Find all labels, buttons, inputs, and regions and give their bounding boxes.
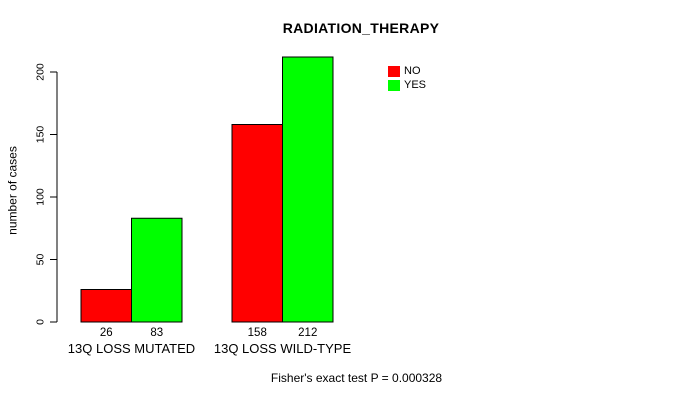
bar-value-label: 26	[100, 327, 113, 339]
bar-value-label: 83	[150, 327, 163, 339]
legend-swatch-yes	[388, 80, 400, 91]
bar-value-label: 158	[248, 327, 267, 339]
legend-item-no: NO	[388, 65, 426, 78]
bar-no-group1	[80, 289, 132, 323]
category-label: 13Q LOSS WILD-TYPE	[214, 341, 352, 356]
y-axis-tick-label: 200	[35, 63, 47, 81]
y-axis-tick-label: 50	[35, 254, 47, 266]
bar-yes-group1	[131, 217, 183, 323]
bar-yes-group2	[282, 56, 334, 323]
y-axis-tick-label: 0	[35, 319, 47, 325]
legend-label-no: NO	[404, 65, 421, 77]
chart-title: RADIATION_THERAPY	[282, 20, 440, 36]
bar-value-label: 212	[298, 327, 317, 339]
y-axis-tick-label: 100	[35, 188, 47, 206]
category-label: 13Q LOSS MUTATED	[68, 341, 195, 356]
chart-legend: NO YES	[388, 65, 426, 93]
legend-label-yes: YES	[404, 79, 427, 91]
bar-no-group2	[231, 124, 283, 323]
statistical-test-footnote: Fisher's exact test P = 0.000328	[270, 371, 443, 385]
y-axis-tick-label: 150	[35, 126, 47, 144]
legend-swatch-no	[388, 66, 400, 77]
legend-item-yes: YES	[388, 79, 426, 92]
